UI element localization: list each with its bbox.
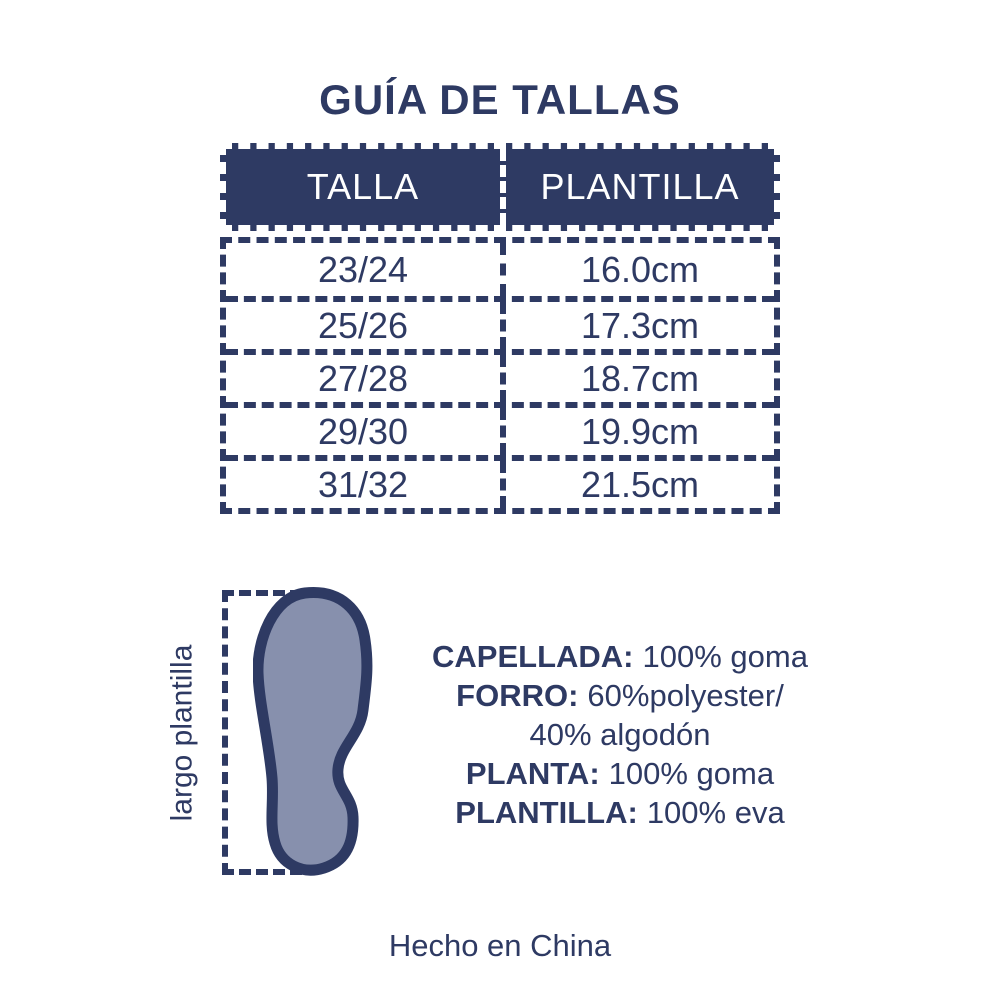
measure-label-wrap: largo plantilla <box>150 590 214 875</box>
talla-cell: 29/30 <box>317 410 409 452</box>
insole-footprint-icon <box>253 587 373 876</box>
spec-line-plantilla: PLANTILLA: 100% eva <box>395 793 845 832</box>
column-header-plantilla: PLANTILLA <box>500 149 774 225</box>
spec-line-forro: FORRO: 60%polyester/ <box>395 676 845 715</box>
plantilla-cell: 17.3cm <box>500 302 774 349</box>
spec-value: 100% goma <box>608 756 775 791</box>
size-table-body: 23/24 16.0cm 25/26 17.3cm 27/28 18.7cm 2… <box>220 237 780 514</box>
spec-line-capellada: CAPELLADA: 100% goma <box>395 637 845 676</box>
materials-specs: CAPELLADA: 100% goma FORRO: 60%polyester/ … <box>395 637 845 832</box>
plantilla-cell: 18.7cm <box>500 355 774 402</box>
talla-cell: 31/32 <box>317 463 409 505</box>
spec-line-forro-continuation: 40% algodón <box>395 715 845 754</box>
talla-cell: 27/28 <box>317 357 409 399</box>
plantilla-cell: 19.9cm <box>500 408 774 455</box>
made-in-label: Hecho en China <box>388 928 612 963</box>
table-row: 23/24 16.0cm <box>226 243 774 296</box>
spec-label: CAPELLADA: <box>432 639 634 674</box>
talla-cell: 25/26 <box>317 304 409 346</box>
spec-line-planta: PLANTA: 100% goma <box>395 754 845 793</box>
spec-value: 60%polyester/ <box>587 678 784 713</box>
table-row: 29/30 19.9cm <box>226 402 774 455</box>
page-title: GUÍA DE TALLAS <box>319 76 681 123</box>
table-row: 27/28 18.7cm <box>226 349 774 402</box>
spec-label: FORRO: <box>456 678 579 713</box>
column-header-talla: TALLA <box>306 166 420 207</box>
spec-value: 40% algodón <box>529 717 711 752</box>
spec-label: PLANTILLA: <box>455 795 638 830</box>
table-row: 25/26 17.3cm <box>226 296 774 349</box>
talla-cell: 23/24 <box>317 248 409 290</box>
spec-value: 100% goma <box>642 639 808 674</box>
plantilla-cell: 16.0cm <box>500 243 774 296</box>
size-table-header: TALLA PLANTILLA <box>220 143 780 231</box>
size-table: TALLA PLANTILLA 23/24 16.0cm 25/26 17.3c… <box>220 143 780 514</box>
plantilla-cell: 21.5cm <box>500 461 774 508</box>
insole-length-label: largo plantilla <box>165 644 198 821</box>
spec-label: PLANTA: <box>465 756 600 791</box>
table-row: 31/32 21.5cm <box>226 455 774 508</box>
spec-value: 100% eva <box>646 795 785 830</box>
